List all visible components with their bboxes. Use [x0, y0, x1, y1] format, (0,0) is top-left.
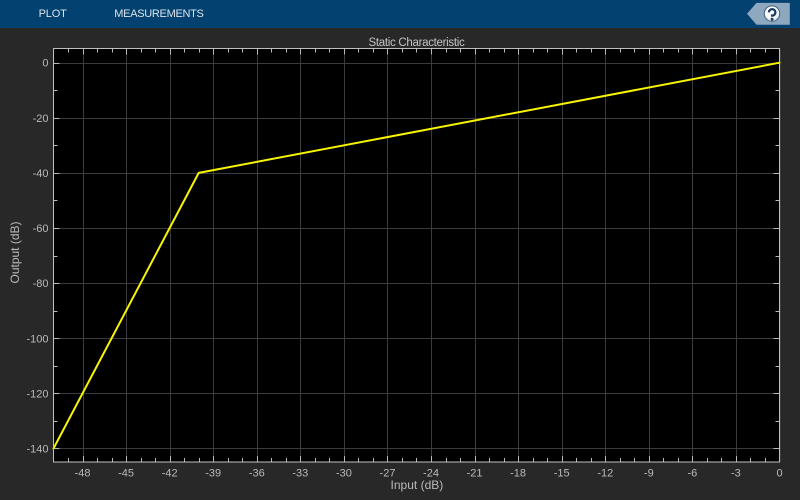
svg-text:-24: -24 — [423, 468, 439, 480]
svg-text:-21: -21 — [467, 468, 483, 480]
svg-text:-80: -80 — [33, 278, 49, 290]
svg-text:-45: -45 — [118, 468, 134, 480]
svg-text:-9: -9 — [644, 468, 654, 480]
svg-text:0: 0 — [42, 58, 48, 70]
svg-text:-120: -120 — [26, 388, 48, 400]
svg-text:Input (dB): Input (dB) — [391, 478, 444, 492]
svg-text:0: 0 — [776, 468, 782, 480]
svg-text:-33: -33 — [292, 468, 308, 480]
svg-text:-40: -40 — [33, 168, 49, 180]
svg-text:-3: -3 — [731, 468, 741, 480]
svg-text:-60: -60 — [33, 223, 49, 235]
svg-text:-6: -6 — [688, 468, 698, 480]
svg-text:-36: -36 — [249, 468, 265, 480]
svg-text:-100: -100 — [26, 333, 48, 345]
svg-text:-39: -39 — [205, 468, 221, 480]
svg-text:-30: -30 — [336, 468, 352, 480]
svg-text:-42: -42 — [162, 468, 178, 480]
svg-text:-18: -18 — [510, 468, 526, 480]
svg-text:-48: -48 — [75, 468, 91, 480]
svg-text:-15: -15 — [554, 468, 570, 480]
svg-text:Static Characteristic: Static Characteristic — [369, 37, 466, 49]
svg-text:-27: -27 — [380, 468, 396, 480]
svg-text:-12: -12 — [597, 468, 613, 480]
svg-text:-20: -20 — [33, 113, 49, 125]
svg-text:Output (dB): Output (dB) — [8, 221, 22, 283]
svg-text:-140: -140 — [26, 444, 48, 456]
